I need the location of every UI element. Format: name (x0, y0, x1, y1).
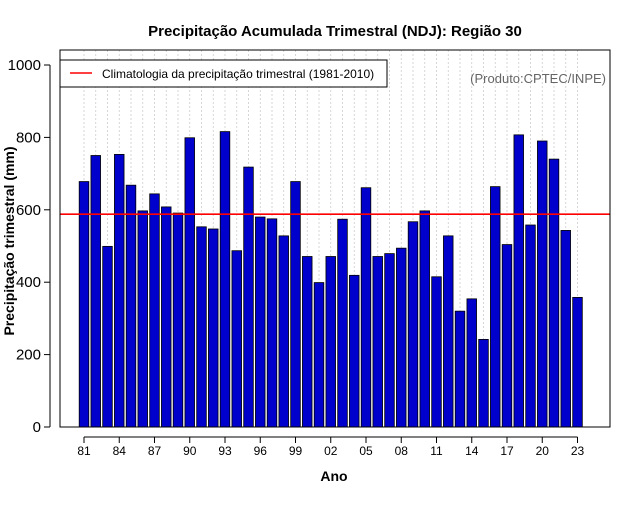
bar-2006 (372, 256, 383, 428)
bar-2015 (478, 338, 489, 428)
bar-1990 (184, 137, 195, 428)
bar-2017 (501, 244, 513, 428)
x-tick-label: 90 (183, 444, 197, 458)
x-tick-label: 84 (113, 444, 127, 458)
legend-label-climatology: Climatologia da precipitação trimestral … (102, 67, 374, 81)
bar-1992 (208, 228, 219, 428)
x-tick-label: 05 (359, 444, 373, 458)
bar-2002 (325, 256, 336, 428)
x-tick-label: 20 (536, 444, 550, 458)
bar-1998 (278, 235, 289, 428)
x-tick-label: 14 (465, 444, 479, 458)
bar-2022 (560, 230, 571, 428)
bar-1986 (137, 210, 148, 428)
bar-2011 (431, 276, 442, 428)
y-tick-label: 0 (33, 419, 41, 436)
x-tick-label: 99 (289, 444, 303, 458)
x-tick-label: 96 (254, 444, 268, 458)
bar-1982 (90, 155, 101, 428)
x-axis: 81 84 87 90 93 96 99 02 05 08 11 14 17 20 23 (77, 436, 585, 458)
bar-1993 (219, 131, 231, 428)
y-tick-label: 600 (16, 202, 41, 219)
x-tick-label: 93 (218, 444, 232, 458)
bar-1999 (290, 181, 301, 428)
bar-2008 (396, 247, 407, 428)
y-axis-label: Precipitação trimestral (mm) (1, 146, 17, 335)
bar-2001 (313, 282, 325, 428)
bar-1984 (114, 154, 125, 428)
bar-2016 (490, 186, 501, 428)
bar-1989 (172, 212, 184, 428)
legend: Climatologia da precipitação trimestral … (59, 59, 388, 88)
bar-1996 (255, 216, 266, 428)
plot-border (59, 49, 611, 428)
bar-1983 (102, 245, 113, 428)
y-tick-label: 1000 (8, 57, 41, 74)
bar-2013 (454, 310, 466, 428)
x-tick-label: 81 (77, 444, 91, 458)
bar-2014 (466, 298, 477, 428)
bars (78, 131, 583, 428)
bar-2018 (513, 134, 524, 428)
bar-1985 (125, 184, 137, 428)
bar-2012 (443, 235, 454, 428)
bar-2019 (525, 224, 536, 428)
y-axis: 0 200 400 600 800 1000 (8, 57, 51, 436)
bar-2021 (548, 158, 560, 428)
bar-1988 (161, 206, 172, 428)
bar-1994 (231, 250, 242, 428)
x-tick-label: 87 (148, 444, 162, 458)
bar-2023 (572, 297, 583, 428)
y-tick-label: 400 (16, 274, 41, 291)
x-tick-label: 11 (430, 444, 443, 458)
bar-2004 (349, 274, 360, 428)
x-tick-label: 02 (324, 444, 338, 458)
bar-1987 (149, 193, 160, 428)
bar-2000 (302, 256, 313, 428)
bar-2020 (537, 140, 548, 428)
chart-title: Precipitação Acumulada Trimestral (NDJ):… (148, 23, 522, 40)
x-tick-label: 08 (395, 444, 409, 458)
x-tick-label: 23 (571, 444, 585, 458)
bar-1997 (266, 218, 278, 428)
bar-2009 (407, 221, 419, 428)
y-tick-label: 200 (16, 347, 41, 364)
bar-2005 (360, 187, 372, 428)
bar-2010 (419, 210, 430, 428)
bar-2007 (384, 253, 395, 428)
source-label: (Produto:CPTEC/INPE) (470, 71, 606, 86)
bar-2003 (337, 218, 348, 428)
bar-1981 (78, 181, 90, 428)
x-tick-label: 17 (500, 444, 514, 458)
bar-1991 (196, 226, 207, 428)
x-axis-label: Ano (320, 468, 347, 484)
y-tick-label: 800 (16, 129, 41, 146)
legend-box (59, 59, 388, 88)
bar-1995 (243, 166, 254, 428)
